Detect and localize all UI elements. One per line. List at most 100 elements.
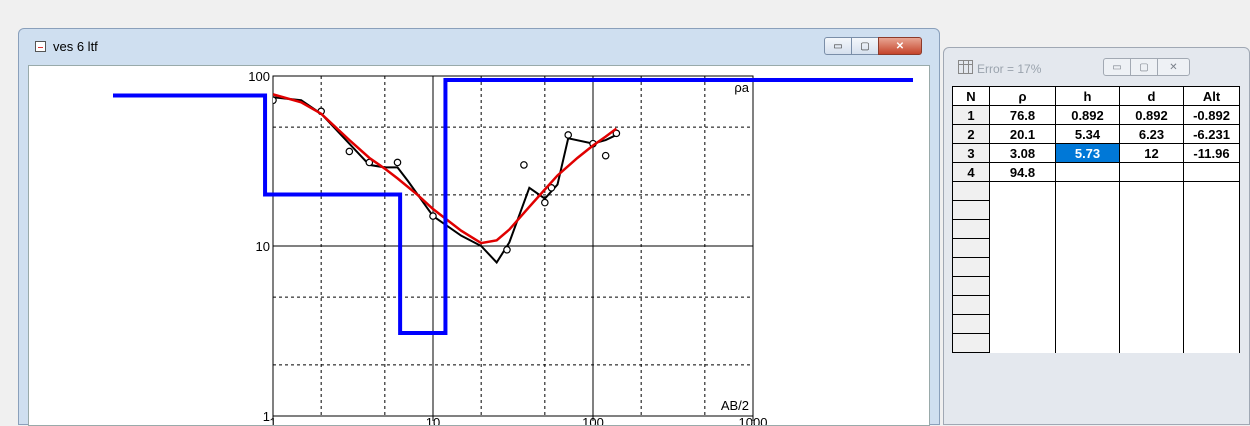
table-cell[interactable]: -6.231 [1183,124,1240,144]
table-title-bar[interactable]: Error = 17% ▭ ▢ ✕ [944,48,1249,86]
data-point [520,161,528,169]
data-point [541,198,549,207]
table-cell[interactable] [1119,162,1184,182]
selected-cell[interactable]: 5.73 [1055,143,1120,163]
table-cell[interactable]: 76.8 [989,105,1056,125]
column-header[interactable]: d [1119,86,1184,106]
model-curve [273,93,618,245]
table-maximize-button[interactable]: ▢ [1130,58,1158,76]
empty-cell[interactable] [1119,295,1184,315]
table-cell[interactable]: 5.34 [1055,124,1120,144]
empty-cell[interactable] [1183,257,1240,277]
empty-cell[interactable] [952,200,990,220]
empty-cell[interactable] [952,181,990,201]
table-cell[interactable]: 6.23 [1119,124,1184,144]
minimize-button[interactable]: ▭ [824,37,852,55]
empty-row [952,314,1240,334]
empty-cell[interactable] [1055,238,1120,258]
empty-cell[interactable] [1183,276,1240,296]
empty-cell[interactable] [1119,200,1184,220]
table-cell[interactable]: -11.96 [1183,143,1240,163]
table-cell[interactable]: 3.08 [989,143,1056,163]
empty-cell[interactable] [952,276,990,296]
empty-cell[interactable] [952,295,990,315]
y-tick-label: 10 [256,239,270,254]
title-bar[interactable]: ves 6 ltf ▭ ▢ ✕ [19,29,939,65]
empty-cell[interactable] [1055,200,1120,220]
empty-cell[interactable] [989,200,1056,220]
empty-cell[interactable] [1183,200,1240,220]
empty-cell[interactable] [1183,333,1240,353]
table-cell[interactable] [1055,162,1120,182]
y-axis-label: ρa [734,80,749,95]
empty-cell[interactable] [989,295,1056,315]
table-minimize-button[interactable]: ▭ [1103,58,1131,76]
row-number-cell[interactable]: 3 [952,143,990,163]
column-header[interactable]: h [1055,86,1120,106]
table-cell[interactable]: 12 [1119,143,1184,163]
empty-cell[interactable] [989,333,1056,353]
data-point [564,131,573,139]
data-point [273,96,277,105]
empty-row [952,257,1240,277]
empty-cell[interactable] [1183,219,1240,239]
empty-cell[interactable] [1055,257,1120,277]
empty-cell[interactable] [1055,314,1120,334]
y-tick-label: 100 [248,69,270,84]
row-number-cell[interactable]: 1 [952,105,990,125]
table-row: 1 76.8 0.892 0.892 -0.892 [952,105,1240,125]
data-point [393,158,402,167]
empty-cell[interactable] [1055,295,1120,315]
close-button[interactable]: ✕ [878,37,922,55]
empty-cell[interactable] [1183,295,1240,315]
empty-cell[interactable] [952,333,990,353]
empty-cell[interactable] [989,219,1056,239]
table-row: 3 3.08 5.73 12 -11.96 [952,143,1240,163]
empty-cell[interactable] [1055,219,1120,239]
empty-cell[interactable] [1119,238,1184,258]
empty-cell[interactable] [1119,181,1184,201]
empty-cell[interactable] [989,257,1056,277]
plot-area[interactable]: 1 10 100 1000 100 10 1 ρa AB/2 [28,65,930,426]
ves-plot-window: ves 6 ltf ▭ ▢ ✕ 1 10 100 1000 100 10 1 ρa AB/2 [18,28,940,426]
empty-cell[interactable] [989,181,1056,201]
empty-cell[interactable] [989,276,1056,296]
empty-cell[interactable] [952,257,990,277]
column-header[interactable]: ρ [989,86,1056,106]
empty-cell[interactable] [1183,181,1240,201]
empty-cell[interactable] [1055,333,1120,353]
empty-cell[interactable] [1183,314,1240,334]
empty-cell[interactable] [1055,181,1120,201]
table-close-button[interactable]: ✕ [1157,58,1190,76]
empty-cell[interactable] [1119,333,1184,353]
layer-table-window: Error = 17% ▭ ▢ ✕ N ρ h d Alt 1 76.8 0.8… [943,47,1250,425]
sounding-curve-chart[interactable]: 1 10 100 1000 100 10 1 ρa AB/2 [29,66,930,426]
maximize-button[interactable]: ▢ [851,37,879,55]
y-tick-label: 1 [263,409,270,424]
table-cell[interactable] [1183,162,1240,182]
row-number-cell[interactable]: 4 [952,162,990,182]
empty-cell[interactable] [1055,276,1120,296]
empty-cell[interactable] [1119,314,1184,334]
empty-cell[interactable] [989,314,1056,334]
empty-cell[interactable] [952,219,990,239]
table-cell[interactable]: 94.8 [989,162,1056,182]
x-tick-label: 100 [582,415,604,426]
column-header[interactable]: Alt [1183,86,1240,106]
empty-cell[interactable] [1183,238,1240,258]
column-header[interactable]: N [952,86,990,106]
table-cell[interactable]: 20.1 [989,124,1056,144]
empty-cell[interactable] [989,238,1056,258]
empty-row [952,219,1240,239]
empty-cell[interactable] [1119,219,1184,239]
row-number-cell[interactable]: 2 [952,124,990,144]
table-cell[interactable]: -0.892 [1183,105,1240,125]
empty-cell[interactable] [1119,257,1184,277]
table-cell[interactable]: 0.892 [1055,105,1120,125]
table-cell[interactable]: 0.892 [1119,105,1184,125]
empty-row [952,181,1240,201]
empty-cell[interactable] [952,238,990,258]
empty-row [952,295,1240,315]
empty-cell[interactable] [952,314,990,334]
empty-cell[interactable] [1119,276,1184,296]
